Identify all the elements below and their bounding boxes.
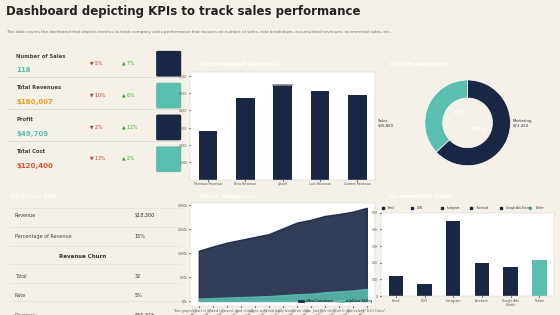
Text: GDN: GDN bbox=[417, 206, 423, 210]
Text: ▼ 10%: ▼ 10% bbox=[90, 92, 105, 97]
Text: $18,300: $18,300 bbox=[134, 214, 155, 218]
Text: Up/Cross Sell: Up/Cross Sell bbox=[11, 194, 57, 198]
Text: 15%: 15% bbox=[134, 234, 146, 239]
Text: Email: Email bbox=[388, 206, 395, 210]
Text: ▲ 6%: ▲ 6% bbox=[122, 92, 134, 97]
Text: Accumulated Revenue: Accumulated Revenue bbox=[200, 62, 278, 67]
Bar bbox=[348, 95, 367, 180]
Bar bbox=[273, 84, 292, 180]
FancyBboxPatch shape bbox=[156, 83, 181, 108]
Text: Total Revenues: Total Revenues bbox=[16, 85, 62, 90]
Text: 37%: 37% bbox=[452, 110, 468, 115]
Text: Profit: Profit bbox=[16, 117, 33, 122]
Text: 32: 32 bbox=[134, 274, 141, 279]
Text: Rate: Rate bbox=[15, 293, 26, 298]
Legend: ◄New Customers, ◄UpCross Selling: ◄New Customers, ◄UpCross Selling bbox=[298, 297, 374, 304]
Text: Percentage of Revenue: Percentage of Revenue bbox=[15, 234, 71, 239]
Wedge shape bbox=[436, 80, 510, 166]
Text: Facebook: Facebook bbox=[476, 206, 488, 210]
Text: Total Cost: Total Cost bbox=[16, 149, 45, 154]
Bar bbox=[532, 260, 547, 296]
Text: Instagram: Instagram bbox=[447, 206, 460, 210]
Text: ▲ 7%: ▲ 7% bbox=[122, 60, 134, 65]
Text: Twitter: Twitter bbox=[535, 206, 544, 210]
Text: 118: 118 bbox=[16, 67, 31, 73]
Text: $120,400: $120,400 bbox=[16, 163, 53, 169]
Text: ▼ 2%: ▼ 2% bbox=[90, 124, 102, 129]
Text: Sales Revenues: Sales Revenues bbox=[200, 194, 255, 198]
Text: 5%: 5% bbox=[134, 293, 142, 298]
Wedge shape bbox=[425, 80, 468, 152]
Text: This graph/chart is linked to excel, and changes automatically based on data. Ju: This graph/chart is linked to excel, and… bbox=[173, 309, 387, 313]
Text: ▲ 2%: ▲ 2% bbox=[122, 156, 134, 161]
Bar bbox=[503, 267, 518, 296]
Text: Incremental Sales: Incremental Sales bbox=[390, 194, 453, 198]
Text: Revenue: Revenue bbox=[15, 214, 36, 218]
Text: ▼ 13%: ▼ 13% bbox=[90, 156, 105, 161]
Text: Total: Total bbox=[15, 274, 26, 279]
Text: Marketing
$73,450: Marketing $73,450 bbox=[512, 118, 532, 127]
Text: ▼ 5%: ▼ 5% bbox=[90, 60, 102, 65]
Text: $55,315: $55,315 bbox=[134, 313, 155, 315]
Text: Number of Sales: Number of Sales bbox=[16, 54, 66, 59]
Text: This slide covers the dashboard that depicts metrics to track company sales perf: This slide covers the dashboard that dep… bbox=[6, 30, 391, 34]
Text: Sales
$36,850: Sales $36,850 bbox=[377, 118, 394, 127]
Text: Dashboard depicting KPIs to track sales performance: Dashboard depicting KPIs to track sales … bbox=[6, 5, 360, 18]
Text: Cost Breakdown: Cost Breakdown bbox=[390, 62, 446, 67]
FancyBboxPatch shape bbox=[156, 146, 181, 172]
Text: ▲ 12%: ▲ 12% bbox=[122, 124, 138, 129]
Bar bbox=[236, 98, 255, 180]
Bar bbox=[475, 263, 489, 296]
FancyBboxPatch shape bbox=[156, 51, 181, 77]
Text: $180,007: $180,007 bbox=[16, 99, 53, 105]
Bar bbox=[417, 284, 432, 296]
Bar bbox=[446, 221, 460, 296]
Text: Revenue Churn: Revenue Churn bbox=[59, 255, 106, 259]
Bar bbox=[199, 131, 217, 180]
Bar bbox=[311, 91, 329, 180]
Text: $49,709: $49,709 bbox=[16, 131, 49, 137]
Text: Google Ads Search: Google Ads Search bbox=[506, 206, 531, 210]
Text: 63%: 63% bbox=[473, 127, 488, 132]
FancyBboxPatch shape bbox=[156, 115, 181, 140]
Bar bbox=[389, 276, 403, 296]
Text: Revenue: Revenue bbox=[15, 313, 36, 315]
